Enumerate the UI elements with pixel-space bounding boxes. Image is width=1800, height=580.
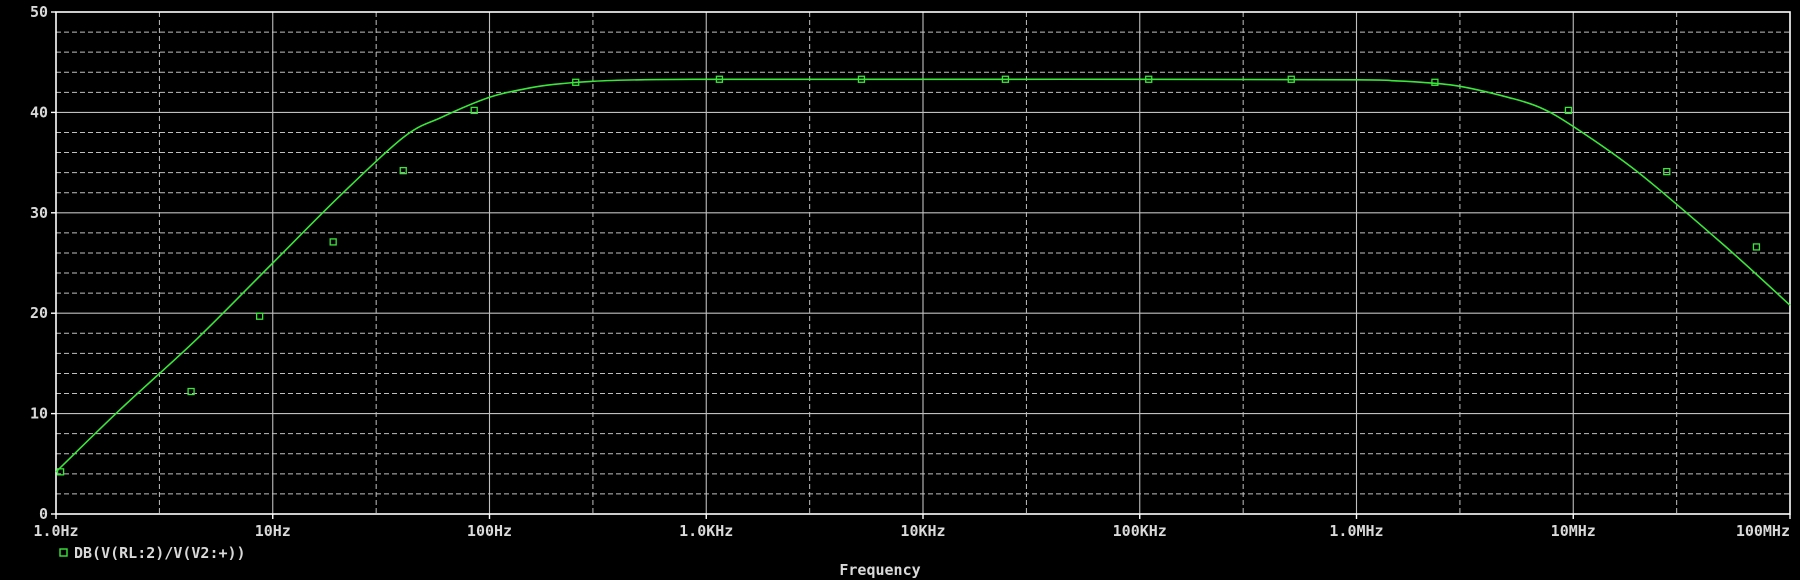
y-tick-label: 10 — [30, 405, 48, 423]
series-marker — [399, 166, 407, 175]
series-marker — [1287, 75, 1295, 83]
series-marker — [255, 312, 264, 320]
series-line[interactable] — [55, 78, 1791, 473]
series-marker — [56, 468, 65, 476]
series-marker — [857, 75, 866, 83]
x-tick-label: 1.0KHz — [679, 522, 733, 540]
x-tick-label: 10KHz — [900, 522, 945, 540]
series-marker — [1431, 78, 1439, 86]
series-marker — [187, 387, 195, 396]
series-marker — [1663, 167, 1671, 176]
y-tick-label: 40 — [30, 103, 48, 121]
x-tick-label: 1.0Hz — [33, 522, 78, 540]
series-marker — [1752, 243, 1761, 251]
y-tick-label: 50 — [30, 3, 48, 21]
x-tick-label: 1.0MHz — [1329, 522, 1383, 540]
series-markers — [56, 75, 1761, 476]
legend-label: DB(V(RL:2)/V(V2:+)) — [74, 544, 246, 562]
y-tick-label: 20 — [30, 304, 48, 322]
series-marker — [1001, 75, 1010, 83]
x-tick-label: 100MHz — [1736, 522, 1790, 540]
series-marker — [470, 106, 478, 115]
x-tick-label: 100Hz — [467, 522, 512, 540]
y-tick-label: 0 — [39, 505, 48, 523]
grid-major — [56, 12, 1790, 514]
series-marker — [1145, 75, 1153, 83]
legend[interactable]: DB(V(RL:2)/V(V2:+)) — [59, 544, 246, 562]
y-tick-label: 30 — [30, 204, 48, 222]
series-marker — [1564, 106, 1573, 115]
series-marker — [572, 78, 580, 86]
x-tick-label: 10MHz — [1551, 522, 1596, 540]
x-axis-label: Frequency — [839, 561, 920, 579]
legend-marker-icon — [59, 548, 68, 557]
x-tick-label: 100KHz — [1113, 522, 1167, 540]
series-marker — [329, 238, 337, 246]
x-tick-label: 10Hz — [255, 522, 291, 540]
y-tick-labels: 0 10 20 30 40 50 — [30, 3, 56, 523]
x-tick-labels: 1.0Hz 10Hz 100Hz 1.0KHz 10KHz 100KHz 1.0MHz 10M… — [33, 514, 1791, 540]
series-marker — [715, 75, 724, 83]
